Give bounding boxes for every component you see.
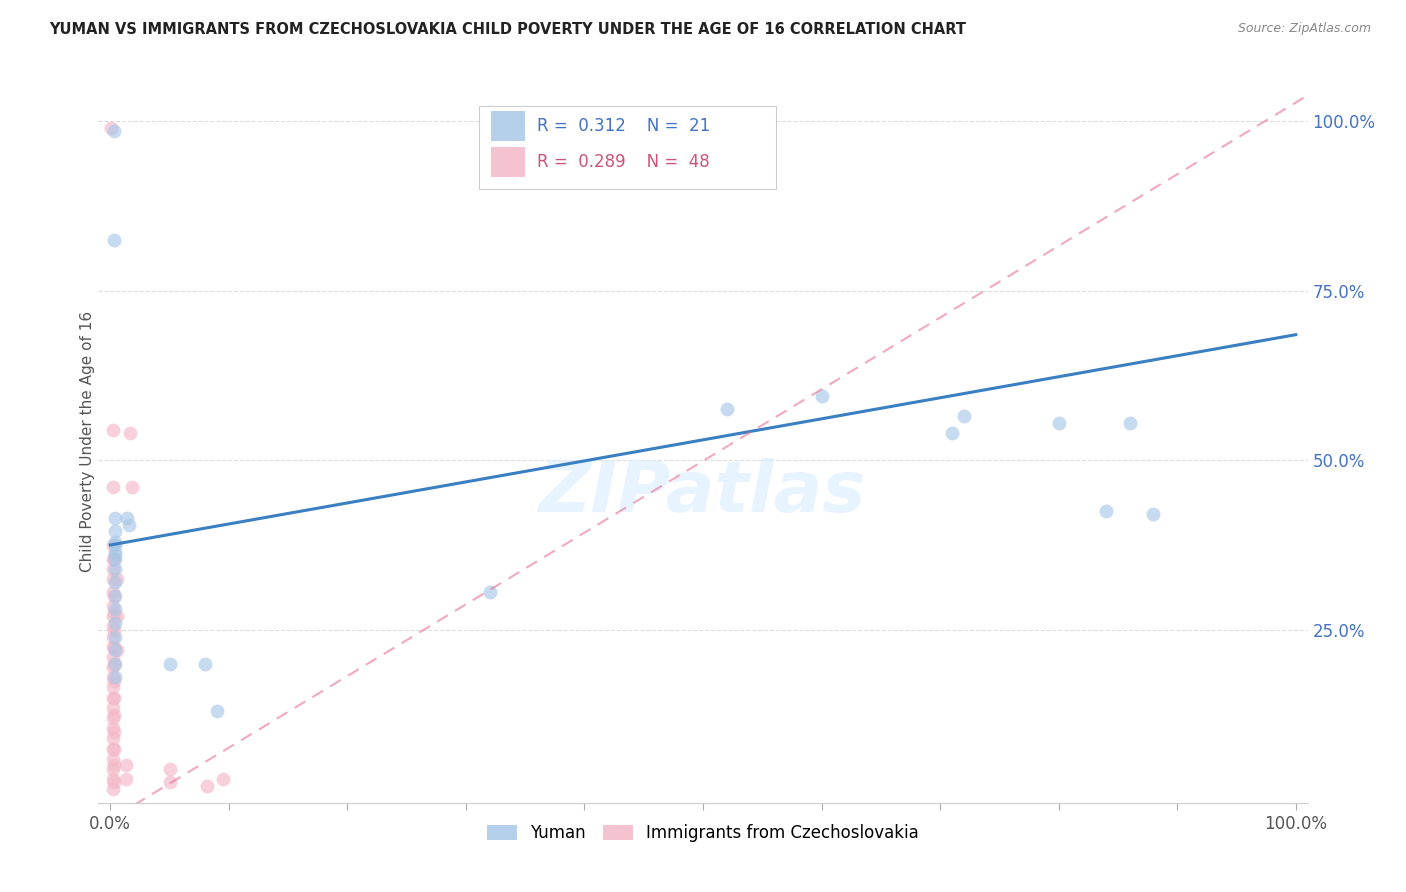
Point <box>101 619 124 633</box>
Point <box>101 585 124 599</box>
Point <box>104 562 127 576</box>
Point <box>101 551 124 566</box>
Text: ZIPatlas: ZIPatlas <box>540 458 866 526</box>
Point <box>212 772 235 786</box>
Point <box>114 758 136 772</box>
Point <box>101 762 124 776</box>
Point <box>103 758 125 772</box>
Point <box>101 562 124 576</box>
Point <box>104 615 127 630</box>
Point <box>104 602 127 616</box>
Point <box>104 657 127 671</box>
Point <box>100 120 122 135</box>
Text: R =  0.289    N =  48: R = 0.289 N = 48 <box>537 153 710 171</box>
Point <box>114 772 136 786</box>
Point <box>1095 504 1118 518</box>
Point <box>101 640 124 654</box>
Point <box>103 640 125 654</box>
Point <box>159 775 181 789</box>
Point <box>952 409 974 423</box>
Point <box>101 701 124 715</box>
Point <box>121 480 143 494</box>
Text: YUMAN VS IMMIGRANTS FROM CZECHOSLOVAKIA CHILD POVERTY UNDER THE AGE OF 16 CORREL: YUMAN VS IMMIGRANTS FROM CZECHOSLOVAKIA … <box>49 22 966 37</box>
Point <box>103 589 125 603</box>
Point <box>103 233 125 247</box>
Point <box>105 609 128 624</box>
Point <box>101 670 124 684</box>
Point <box>104 589 127 603</box>
Point <box>103 124 125 138</box>
Point <box>1142 508 1164 522</box>
Point <box>103 551 125 566</box>
Point <box>101 690 124 705</box>
Point <box>103 707 125 722</box>
Point <box>104 511 127 525</box>
Point <box>502 124 524 138</box>
Point <box>101 772 124 786</box>
Point <box>205 704 228 718</box>
Point <box>103 623 125 637</box>
Point <box>104 551 127 566</box>
Legend: Yuman, Immigrants from Czechoslovakia: Yuman, Immigrants from Czechoslovakia <box>481 817 925 848</box>
Text: R =  0.312    N =  21: R = 0.312 N = 21 <box>537 117 710 135</box>
Point <box>101 599 124 613</box>
Point <box>115 511 138 525</box>
Point <box>105 572 128 586</box>
Point <box>101 731 124 746</box>
Point <box>810 389 832 403</box>
Point <box>103 673 125 688</box>
Point <box>104 575 127 590</box>
Point <box>101 721 124 735</box>
Point <box>101 423 124 437</box>
Point <box>159 762 181 776</box>
Point <box>1047 416 1070 430</box>
Point <box>104 548 127 562</box>
Point <box>1119 416 1142 430</box>
Point <box>941 425 963 440</box>
Point <box>101 630 124 644</box>
FancyBboxPatch shape <box>479 105 776 189</box>
Point <box>103 741 125 756</box>
Point <box>101 572 124 586</box>
Point <box>101 649 124 664</box>
Text: Source: ZipAtlas.com: Source: ZipAtlas.com <box>1237 22 1371 36</box>
Point <box>197 779 219 793</box>
Point <box>103 775 125 789</box>
Point <box>104 670 127 684</box>
Point <box>101 660 124 674</box>
Point <box>101 609 124 624</box>
Bar <box>492 111 526 141</box>
Point <box>104 534 127 549</box>
Point <box>118 517 141 532</box>
Point <box>104 538 127 552</box>
Point <box>101 741 124 756</box>
Point <box>120 425 142 440</box>
Point <box>478 585 501 599</box>
Bar <box>492 147 526 178</box>
Point <box>101 782 124 797</box>
Point <box>101 752 124 766</box>
Point <box>159 657 181 671</box>
Point <box>104 630 127 644</box>
Point <box>101 480 124 494</box>
Point <box>103 724 125 739</box>
Point <box>194 657 217 671</box>
Point <box>103 657 125 671</box>
Point <box>101 538 124 552</box>
Point <box>104 545 127 559</box>
Point <box>101 681 124 695</box>
Point <box>103 690 125 705</box>
Point <box>105 643 128 657</box>
Point <box>103 606 125 620</box>
Point <box>101 711 124 725</box>
Point <box>104 643 127 657</box>
Point <box>104 524 127 539</box>
Point <box>716 402 738 417</box>
Y-axis label: Child Poverty Under the Age of 16: Child Poverty Under the Age of 16 <box>80 311 94 572</box>
